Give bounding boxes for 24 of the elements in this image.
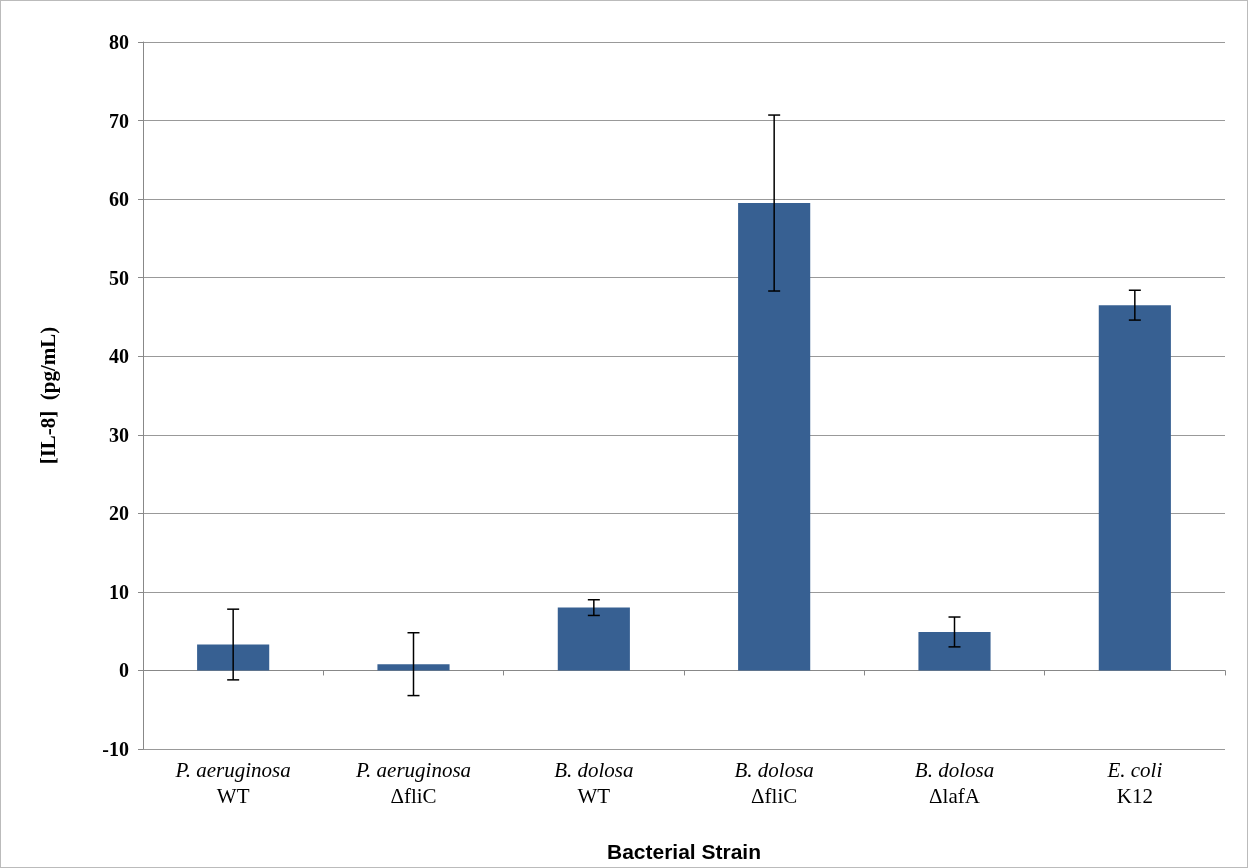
y-tick-label: 0 — [119, 659, 129, 682]
y-tick-label: 10 — [109, 580, 129, 603]
y-tick-label: 70 — [109, 109, 129, 132]
bar — [377, 664, 450, 671]
y-tick-label: 80 — [109, 31, 129, 53]
y-tick-label: 20 — [109, 502, 129, 525]
bar — [197, 644, 270, 671]
bar — [1098, 305, 1171, 671]
y-tick-label: -10 — [102, 738, 129, 760]
x-axis-title: Bacterial Strain — [606, 840, 762, 863]
y-tick-label: 30 — [109, 423, 129, 446]
x-tick-label: B. dolosa ΔfliC — [734, 758, 814, 808]
y-axis-title: [IL-8] (pg/mL) — [35, 326, 60, 465]
y-tick-label: 40 — [109, 345, 129, 368]
x-tick-label: P. aeruginosa ΔfliC — [354, 758, 472, 808]
x-tick-label: P. aeruginosa WT — [174, 758, 291, 808]
y-tick-label: 50 — [109, 266, 129, 289]
y-tick-label: 60 — [109, 188, 129, 211]
x-tick-label: B. dolosa ΔlafA — [914, 758, 995, 808]
bar — [738, 203, 811, 671]
x-tick-label: E. coli K12 — [1106, 758, 1163, 808]
bar — [918, 631, 991, 671]
x-tick-label: B. dolosa WT — [554, 758, 634, 808]
bar — [557, 607, 630, 671]
